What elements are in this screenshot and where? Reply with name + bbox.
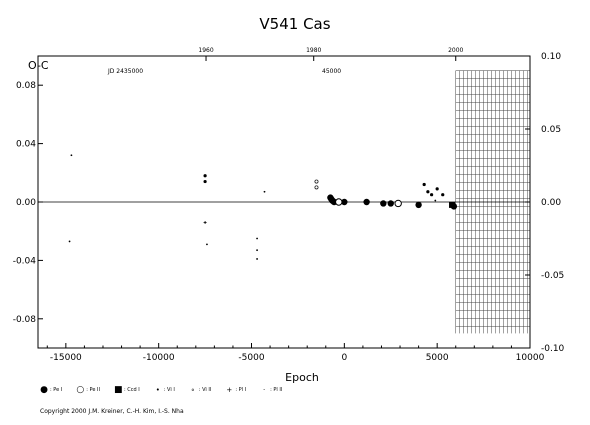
point-pe-i xyxy=(415,201,422,209)
x-tick-label: 10000 xyxy=(516,353,545,363)
y-tick-label-right: -0.05 xyxy=(541,271,564,281)
legend-label: : Vi II xyxy=(198,387,212,393)
data-points xyxy=(68,154,458,260)
point-pl-ii xyxy=(256,237,258,240)
legend-symbol: · xyxy=(262,386,266,394)
point-vi-i xyxy=(426,190,430,194)
legend-symbol: ∘ xyxy=(190,386,195,394)
x-tick-label: -10000 xyxy=(143,353,175,363)
point-vi-i xyxy=(203,179,207,184)
y-tick-label-left: 0.08 xyxy=(16,81,36,91)
point-pl-ii xyxy=(68,240,71,243)
legend-item: ○: Pe II xyxy=(76,385,100,395)
legend: ●: Pe I ○: Pe II ■: Ccd I •: Vi I ∘: Vi II +:… xyxy=(40,385,296,395)
legend-symbol: ■ xyxy=(114,385,123,395)
y-tick-label-left: -0.08 xyxy=(13,315,37,325)
legend-item: +: Pl I xyxy=(225,386,246,394)
jd2-label: 45000 xyxy=(322,68,341,75)
legend-label: : Pe II xyxy=(86,387,100,393)
point-pe-ii xyxy=(335,198,343,206)
x-axis-label: Epoch xyxy=(285,371,319,384)
point-pe-i xyxy=(341,198,348,206)
legend-symbol: ● xyxy=(40,385,48,395)
point-vi-i xyxy=(441,193,445,197)
point-pe-i xyxy=(363,198,370,206)
y-tick-label-left: 0.04 xyxy=(16,140,36,150)
top-tick-label: 1980 xyxy=(306,47,321,54)
x-tick-label: -15000 xyxy=(50,353,82,363)
y-tick-label-right: 0.05 xyxy=(541,125,561,135)
chart-title: V541 Cas xyxy=(259,15,330,33)
y-tick-label-right: -0.10 xyxy=(541,344,565,354)
point-pe-i xyxy=(387,200,394,207)
legend-label: : Pl I xyxy=(235,387,247,393)
y-tick-label-right: 0.00 xyxy=(541,198,561,208)
top-tick-label: 1960 xyxy=(198,47,213,54)
point-pl-ii xyxy=(434,199,437,202)
point-vi-ii xyxy=(314,185,319,190)
point-pe-ii xyxy=(394,199,402,208)
point-vi-i xyxy=(435,187,439,191)
plot-frame xyxy=(37,55,531,349)
legend-item: ●: Pe I xyxy=(40,385,62,395)
legend-item: · : Pl II xyxy=(260,386,282,394)
point-vi-ii xyxy=(314,179,319,184)
point-vi-i xyxy=(422,182,426,187)
copyright-text: Copyright 2000 J.M. Kreiner, C.-H. Kim, … xyxy=(40,408,184,415)
legend-symbol: • xyxy=(155,386,160,394)
y-tick-label-right: 0.10 xyxy=(541,52,561,62)
legend-label: : Ccd I xyxy=(124,387,140,393)
point-vi-i xyxy=(203,174,207,178)
legend-label: : Pl II xyxy=(270,387,283,393)
legend-item: ■: Ccd I xyxy=(114,385,140,395)
y-tick-label-left: 0.00 xyxy=(16,198,36,208)
x-tick-label: 0 xyxy=(341,353,347,363)
point-pe-i xyxy=(380,200,387,207)
legend-label: : Pe I xyxy=(50,387,63,393)
axis-ticks: -15000 -10000 -5000 0 5000 10000 1960 1980 2000 0… xyxy=(13,47,565,363)
point-pl-ii xyxy=(70,154,73,157)
legend-item: •: Vi I xyxy=(154,386,175,394)
y-tick-label-left: -0.04 xyxy=(13,256,37,266)
legend-label: : Vi I xyxy=(163,387,175,393)
point-pl-ii xyxy=(256,258,258,260)
point-pl-ii xyxy=(256,249,258,252)
point-pl-ii xyxy=(263,190,266,193)
legend-item: ∘: Vi II xyxy=(189,386,212,394)
legend-symbol: ○ xyxy=(76,385,85,395)
legend-symbol: + xyxy=(226,386,233,394)
point-ccd-i xyxy=(449,201,456,208)
point-vi-i xyxy=(430,193,434,197)
x-tick-label: 5000 xyxy=(426,353,449,363)
jd-label: JD 2435000 xyxy=(107,68,143,75)
point-pl-ii xyxy=(206,243,208,246)
top-tick-label: 2000 xyxy=(448,47,463,54)
x-tick-label: -5000 xyxy=(238,353,264,363)
